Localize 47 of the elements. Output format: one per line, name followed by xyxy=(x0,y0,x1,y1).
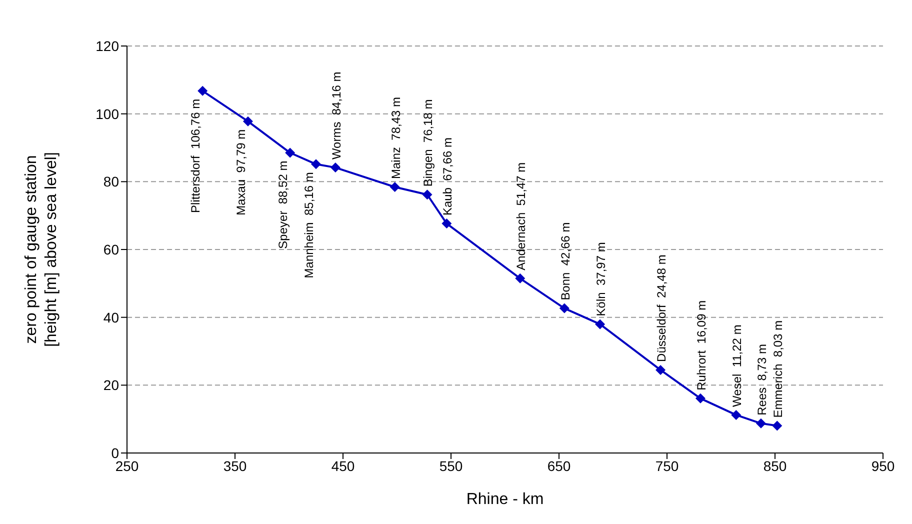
data-label: Speyer 88,52 m xyxy=(276,160,290,249)
y-axis-title: zero point of gauge station [height [m] above sea level] xyxy=(23,152,60,347)
data-label: Plittersdorf 106,76 m xyxy=(188,98,203,213)
point xyxy=(656,364,666,375)
x-tick-label: 450 xyxy=(331,458,355,474)
x-tick-label: 650 xyxy=(547,458,571,474)
data-label: Bingen 76,18 m xyxy=(421,99,436,187)
y-tick-label: 40 xyxy=(103,309,120,326)
x-tick-label: 850 xyxy=(763,458,787,474)
data-label: Köln 37,97 m xyxy=(594,242,608,316)
y-tick-label: 60 xyxy=(103,241,120,258)
data-label: Maxau 97,79 m xyxy=(234,129,248,216)
point xyxy=(311,159,321,170)
data-label: Düsseldorf 24,48 m xyxy=(654,254,669,362)
point xyxy=(559,303,570,314)
data-label: Ruhrort 16,09 m xyxy=(694,300,708,390)
data-label: Andernach 51,47 m xyxy=(514,162,528,270)
point xyxy=(731,410,742,420)
point xyxy=(442,218,452,229)
y-tick-label: 20 xyxy=(103,377,120,394)
point xyxy=(756,418,766,428)
point xyxy=(390,182,400,192)
point xyxy=(198,86,208,96)
data-label: Rees 8,73 m xyxy=(754,344,769,416)
point xyxy=(330,162,340,173)
data-label: Kaub 67,66 m xyxy=(440,137,455,216)
data-label: Emmerich 8,03 m xyxy=(771,320,786,418)
x-tick-label: 950 xyxy=(871,458,895,474)
point xyxy=(595,319,606,330)
point xyxy=(242,116,253,126)
data-label: Wesel 11,22 m xyxy=(730,324,744,407)
y-tick-label: 80 xyxy=(103,174,120,190)
x-axis-title: Rhine - km xyxy=(466,491,544,508)
x-tick-label: 750 xyxy=(655,458,679,474)
y-tick-label: 100 xyxy=(96,106,120,122)
point xyxy=(695,393,706,404)
data-label: Mainz 78,43 m xyxy=(388,96,403,179)
x-tick-label: 550 xyxy=(439,458,463,474)
y-tick-label: 120 xyxy=(96,38,120,54)
data-label: Mannheim 85,16 m xyxy=(302,172,316,278)
data-label: Worms 84,16 m xyxy=(329,72,344,160)
point xyxy=(422,190,432,200)
point xyxy=(515,273,526,284)
point xyxy=(772,420,782,431)
data-label: Bonn 42,66 m xyxy=(558,222,572,300)
point xyxy=(285,148,296,158)
x-tick-label: 350 xyxy=(223,458,247,474)
